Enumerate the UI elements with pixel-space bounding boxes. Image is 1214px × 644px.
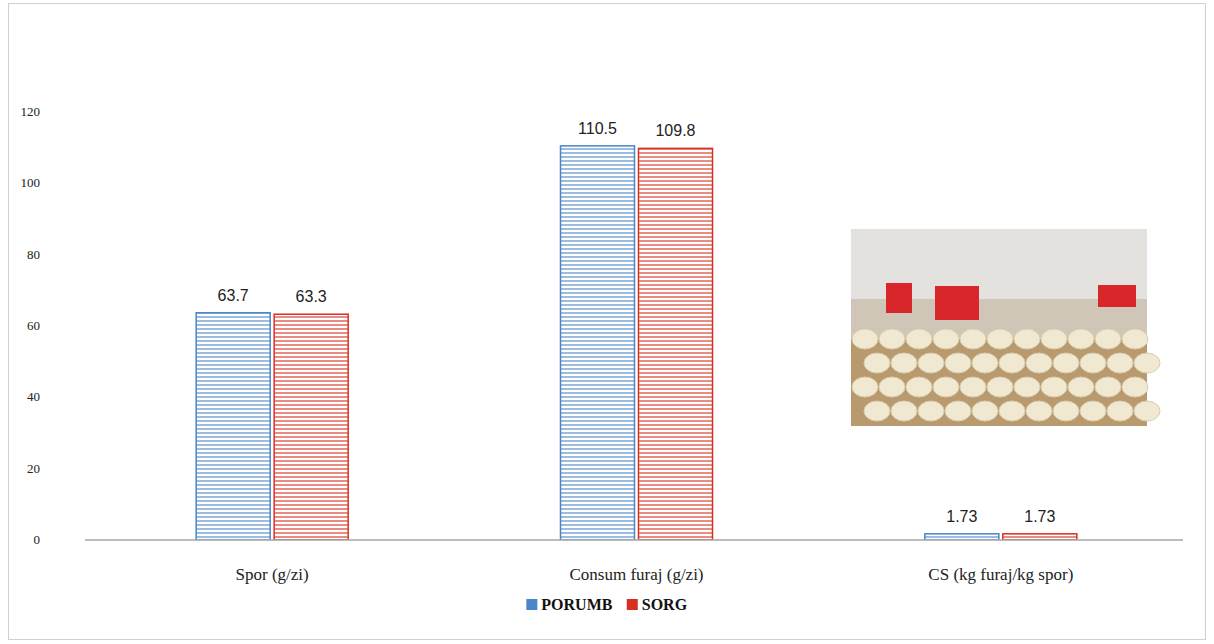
bars [196,146,1077,540]
legend-label: PORUMB [541,596,612,613]
photo [851,229,1160,426]
category-label: Spor (g/zi) [236,565,309,584]
y-tick-label: 0 [34,532,41,547]
y-tick-label: 80 [27,247,40,262]
bar [639,148,713,540]
data-label: 63.3 [296,288,327,305]
bar [196,313,270,540]
legend-swatch [627,599,638,610]
data-label: 1.73 [1024,508,1055,525]
legend-label: SORG [642,596,688,613]
data-label: 63.7 [218,287,249,304]
y-tick-label: 20 [27,461,40,476]
y-tick-label: 120 [21,104,41,119]
data-label: 1.73 [946,508,977,525]
data-label: 110.5 [578,120,617,137]
bar [561,146,635,540]
y-tick-label: 60 [27,318,40,333]
bar [1003,534,1077,540]
y-tick-label: 100 [21,175,41,190]
category-label: CS (kg furaj/kg spor) [928,565,1073,584]
category-label: Consum furaj (g/zi) [569,565,703,584]
chart: 0 20 40 60 80 100 120 63.7 110.5 1.73 63.3 109.8 1.7… [0,0,1214,644]
legend: PORUMB SORG [526,596,687,613]
x-axis [85,539,1183,541]
frame [9,4,1206,640]
y-tick-label: 40 [27,389,40,404]
bar [274,314,348,540]
legend-swatch [526,599,537,610]
bar [925,534,999,540]
data-label: 109.8 [655,122,695,139]
